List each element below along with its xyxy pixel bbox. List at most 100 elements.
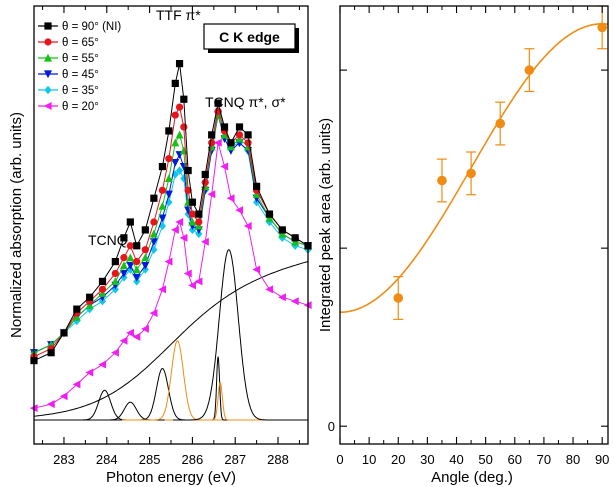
right-x-tick-label: 60 — [508, 452, 522, 467]
fit-component-8 — [173, 249, 285, 421]
tcnq-label: TCNQ — [88, 232, 128, 248]
series-6-point — [171, 225, 179, 234]
right-plot-frame — [339, 5, 609, 445]
series-1-point — [235, 123, 244, 131]
right-y-tick-label: 0 — [328, 419, 335, 434]
series-3-point — [171, 138, 180, 147]
legend-item-1: θ = 90° (NI) — [38, 21, 121, 33]
series-6-point — [188, 281, 197, 290]
series-6-point — [201, 237, 209, 246]
legend-marker — [44, 70, 52, 79]
series-1-point — [98, 277, 107, 285]
series-3-point — [111, 277, 120, 285]
series-1-point — [86, 293, 94, 301]
series-3-point — [126, 253, 135, 262]
series-6-point — [141, 324, 149, 333]
series-1-point — [133, 242, 141, 250]
left-y-axis-label: Normalized absorption (arb. units) — [8, 112, 25, 338]
series-3-point — [252, 190, 261, 198]
legend-marker — [43, 102, 52, 110]
series-6-point — [149, 309, 158, 318]
series-3-point — [119, 261, 128, 270]
series-4-point — [179, 162, 188, 171]
series-2-point — [188, 210, 197, 218]
series-1-point — [47, 349, 55, 357]
right-x-tick-label: 90 — [595, 452, 609, 467]
data-point-5 — [524, 48, 535, 93]
fit-component-4 — [106, 367, 219, 421]
series-2-point — [165, 155, 173, 163]
series-1-point — [60, 329, 68, 337]
right-y-axis-label: Integrated peak area (arb. units) — [317, 118, 334, 332]
data-point-1 — [393, 276, 404, 320]
series-4-point — [164, 190, 173, 199]
series-6-point — [226, 194, 235, 203]
right-x-tick-label: 30 — [420, 452, 434, 467]
series-1-point — [244, 131, 252, 139]
left-x-tick-label: 283 — [53, 452, 75, 467]
series-3-point — [164, 174, 173, 183]
series-1-point — [278, 226, 286, 234]
left-x-tick-label: 285 — [139, 452, 161, 467]
fit-component-1 — [33, 261, 309, 417]
series-6-point — [207, 190, 216, 199]
series-6-point — [278, 293, 286, 302]
series-6-point — [126, 328, 134, 337]
series-3-point — [265, 213, 274, 222]
legend-item-6: θ = 20° — [38, 101, 99, 113]
series-2-point — [120, 254, 128, 262]
series-3-point — [235, 134, 244, 143]
series-6-point — [243, 221, 252, 230]
left-x-tick-label: 287 — [224, 452, 246, 467]
left-plot-data — [29, 60, 312, 421]
data-marker — [597, 22, 607, 33]
series-6-point — [59, 392, 68, 401]
series-1-point — [201, 170, 209, 179]
right-x-tick-label: 40 — [449, 452, 463, 467]
series-1-point — [265, 210, 274, 218]
series-4-point — [119, 269, 128, 278]
ttf-peak-label: TTF π* — [156, 7, 201, 23]
series-1-point — [171, 79, 179, 87]
series-6-point — [85, 368, 94, 377]
series-3-point — [188, 217, 197, 226]
series-2-point — [111, 269, 119, 278]
series-1-point — [165, 127, 173, 135]
series-1-point — [158, 162, 167, 171]
series-1-point — [150, 194, 158, 202]
left-x-tick-label: 284 — [96, 452, 118, 467]
series-4-point — [158, 214, 167, 223]
right-x-tick-label: 80 — [566, 452, 580, 467]
right-x-tick-label: 0 — [336, 452, 343, 467]
series-2-point — [175, 103, 184, 111]
series-3-point — [98, 289, 107, 297]
series-1-point — [227, 139, 235, 147]
right-x-tick-label: 70 — [537, 452, 551, 467]
left-panel: 283 284 285 286 287 288 Photon energy (eV) No… — [8, 5, 312, 486]
series-4-point — [132, 273, 141, 282]
fit-component-5 — [121, 340, 234, 421]
series-1-point — [120, 234, 128, 242]
fit-curve — [340, 22, 609, 314]
edge-label-box — [203, 23, 296, 50]
series-5-point — [150, 245, 158, 254]
series-1-point — [220, 123, 229, 131]
series-3-point — [72, 312, 81, 321]
legend-item-3: θ = 55° — [38, 53, 99, 65]
series-1-point — [126, 218, 134, 226]
tcnq-peak-label: TCNQ π*, σ* — [205, 94, 286, 110]
series-1 — [30, 60, 312, 365]
legend: θ = 90° (NI) θ = 65° θ = 55° θ = 45° θ = 35°… — [38, 21, 121, 113]
series-2-point — [171, 111, 179, 119]
left-x-axis-label: Photon energy (eV) — [106, 469, 236, 486]
series-1-point — [188, 198, 197, 206]
series-3-point — [194, 221, 203, 230]
legend-marker — [44, 22, 52, 30]
series-5 — [30, 99, 312, 357]
legend-label: θ = 65° — [62, 37, 99, 49]
series-6 — [29, 138, 312, 413]
legend-item-2: θ = 65° — [38, 37, 99, 49]
series-1-point — [208, 131, 216, 139]
series-2-point — [141, 246, 149, 254]
series-2-point — [150, 218, 158, 226]
